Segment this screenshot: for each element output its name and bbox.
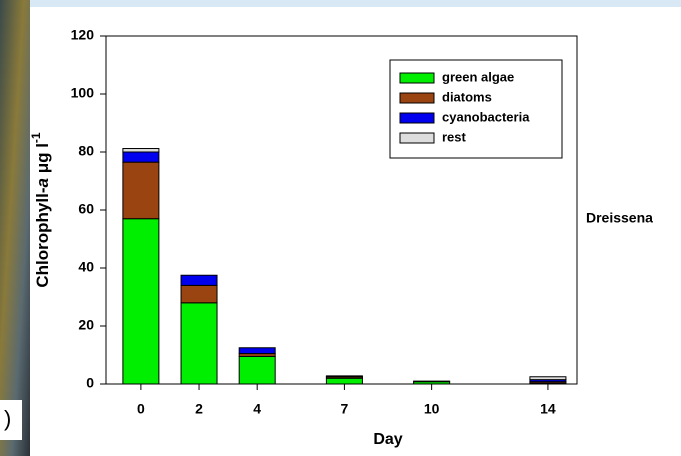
- y-tick-label: 100: [71, 85, 95, 101]
- y-label-part: a: [33, 178, 52, 187]
- bar-segment: [123, 162, 159, 219]
- x-tick-label: 7: [341, 401, 349, 417]
- legend-swatch: [400, 93, 434, 103]
- bar-segment: [239, 356, 275, 384]
- legend-swatch: [400, 133, 434, 143]
- bar-segment: [414, 381, 450, 382]
- x-tick-label: 10: [424, 401, 440, 417]
- legend-swatch: [400, 73, 434, 83]
- x-tick-label: 14: [540, 401, 556, 417]
- y-label-part: -1: [29, 132, 43, 143]
- y-tick-label: 20: [78, 317, 94, 333]
- bar-segment: [326, 378, 362, 384]
- bar-segment: [181, 275, 217, 285]
- x-tick-label: 0: [137, 401, 145, 417]
- y-label-part: Chlorophyll-: [33, 188, 52, 288]
- bar-segment: [181, 303, 217, 384]
- y-tick-label: 40: [78, 259, 94, 275]
- bar-segment: [181, 285, 217, 302]
- x-tick-label: 2: [195, 401, 203, 417]
- bar-segment: [239, 348, 275, 354]
- y-tick-label: 0: [86, 375, 94, 391]
- legend-swatch: [400, 113, 434, 123]
- bar-segment: [123, 149, 159, 152]
- x-axis-label: Day: [373, 431, 402, 448]
- legend-label: cyanobacteria: [442, 109, 530, 124]
- y-tick-label: 80: [78, 143, 94, 159]
- background: [0, 0, 681, 456]
- bar-segment: [326, 376, 362, 377]
- y-label-part: μg l: [33, 143, 52, 178]
- slide: ) Dreissena Day Chlorophyll-a μg l-1 020…: [0, 0, 681, 456]
- legend-label: diatoms: [442, 89, 492, 104]
- legend-label: green algae: [442, 69, 514, 84]
- top-stripe: [0, 0, 681, 7]
- y-tick-label: 60: [78, 201, 94, 217]
- side-photo: [0, 0, 30, 456]
- bar-segment: [530, 377, 566, 380]
- bar-segment: [123, 152, 159, 162]
- x-tick-label: 4: [253, 401, 261, 417]
- bar-segment: [123, 219, 159, 384]
- y-tick-label: 120: [71, 27, 95, 43]
- y-axis-label: Chlorophyll-a μg l-1: [29, 132, 52, 288]
- annotation: Dreissena: [586, 210, 653, 226]
- legend-label: rest: [442, 129, 467, 144]
- side-text: ): [4, 406, 11, 431]
